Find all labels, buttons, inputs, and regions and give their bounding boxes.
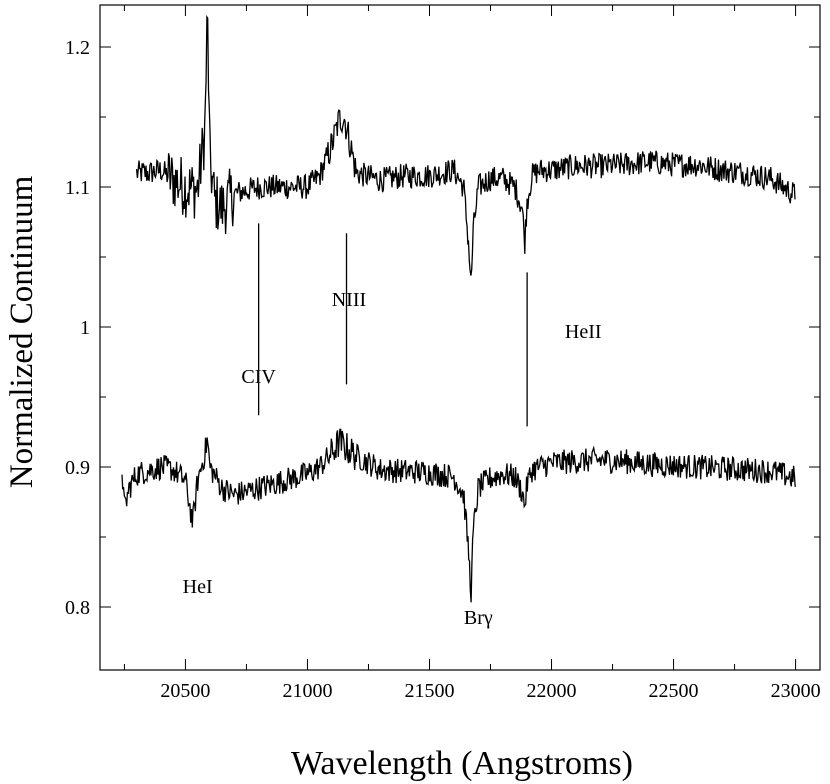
x-tick-label: 22500 xyxy=(649,680,699,702)
spectrum-line xyxy=(135,14,796,276)
y-tick-label: 0.8 xyxy=(65,597,90,619)
x-tick-label: 20500 xyxy=(160,680,210,702)
plot-frame xyxy=(99,4,821,671)
line-label: NIII xyxy=(332,289,366,311)
line-label: HeII xyxy=(565,321,602,343)
x-tick-label: 21000 xyxy=(282,680,332,702)
line-label: HeI xyxy=(183,576,213,598)
line-label: Brγ xyxy=(464,607,493,629)
x-tick-label: 22000 xyxy=(527,680,577,702)
y-axis-title: Normalized Continuum xyxy=(4,175,40,488)
x-tick-label: 23000 xyxy=(771,680,821,702)
y-tick-label: 1 xyxy=(80,317,90,339)
x-axis-title: Wavelength (Angstroms) xyxy=(291,745,633,782)
line-label: CIV xyxy=(241,366,276,388)
y-tick-label: 1.1 xyxy=(65,177,90,199)
y-tick-label: 0.9 xyxy=(65,457,90,479)
y-tick-label: 1.2 xyxy=(65,37,90,59)
plot-area: 20500 21000 21500 22000 22500 23000 0.8 0.9 1 1.1… xyxy=(65,4,821,702)
x-tick-label: 21500 xyxy=(404,680,454,702)
spectrum-line xyxy=(121,428,796,603)
